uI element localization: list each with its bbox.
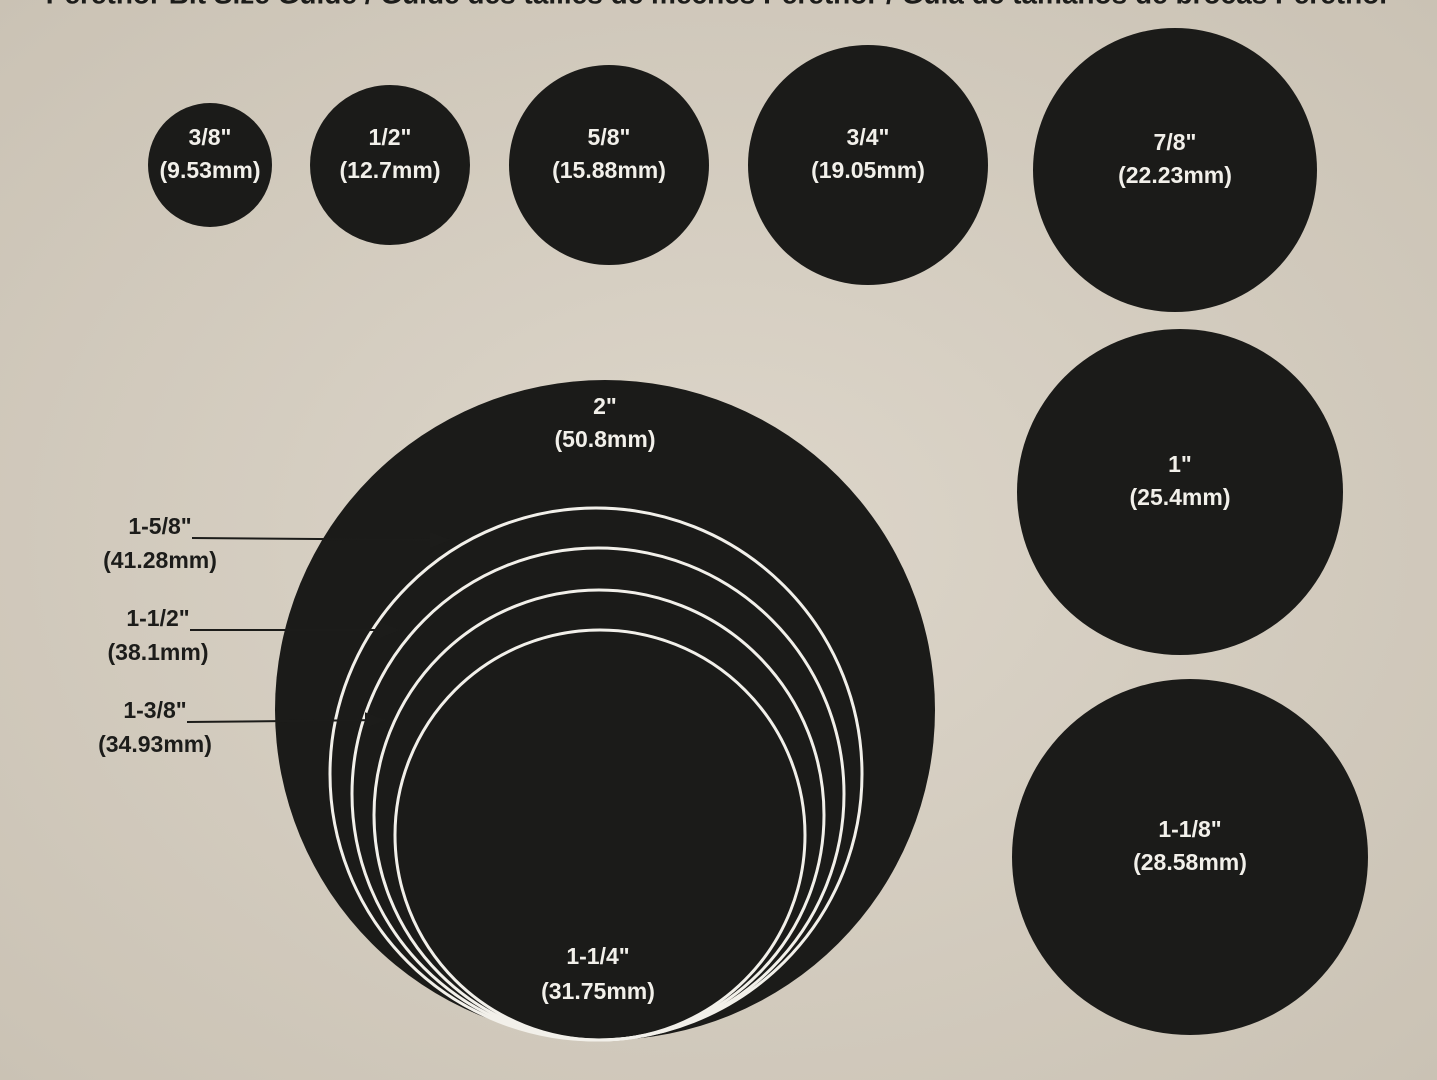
ring-size-label: 1-1/2"	[126, 605, 189, 631]
metric-label: (25.4mm)	[1130, 484, 1231, 510]
size-label: 3/8"	[189, 124, 232, 150]
size-label: 5/8"	[588, 124, 631, 150]
size-circle	[1012, 679, 1368, 1035]
ring-size-label: 1-3/8"	[123, 697, 186, 723]
metric-label: (12.7mm)	[340, 157, 441, 183]
size-circle	[1033, 28, 1317, 312]
size-label: 1-1/8"	[1158, 816, 1221, 842]
metric-label: (31.75mm)	[541, 978, 655, 1004]
metric-label: (19.05mm)	[811, 157, 925, 183]
pointer-arrow	[191, 531, 451, 548]
ring-metric-label: (41.28mm)	[103, 547, 217, 573]
size-circle	[148, 103, 272, 227]
header-title: Perethor Bit Size Guide / Guide des tail…	[46, 0, 1391, 9]
ring-metric-label: (38.1mm)	[108, 639, 209, 665]
ring-metric-label: (34.93mm)	[98, 731, 212, 757]
ring-size-label: 1-5/8"	[128, 513, 191, 539]
size-label: 1/2"	[369, 124, 412, 150]
size-circle	[310, 85, 470, 245]
size-label: 1-1/4"	[566, 943, 629, 969]
ring	[393, 628, 807, 1042]
pointer-arrow	[186, 712, 386, 729]
size-label: 1"	[1168, 451, 1192, 477]
metric-label: (28.58mm)	[1133, 849, 1247, 875]
size-label: 2"	[593, 393, 617, 419]
metric-label: (50.8mm)	[555, 426, 656, 452]
size-circle	[748, 45, 988, 285]
size-circle	[509, 65, 709, 265]
metric-label: (9.53mm)	[160, 157, 261, 183]
size-label: 3/4"	[847, 124, 890, 150]
metric-label: (22.23mm)	[1118, 162, 1232, 188]
size-label: 7/8"	[1154, 129, 1197, 155]
metric-label: (15.88mm)	[552, 157, 666, 183]
size-circle	[1017, 329, 1343, 655]
outer-circle	[275, 380, 935, 1040]
